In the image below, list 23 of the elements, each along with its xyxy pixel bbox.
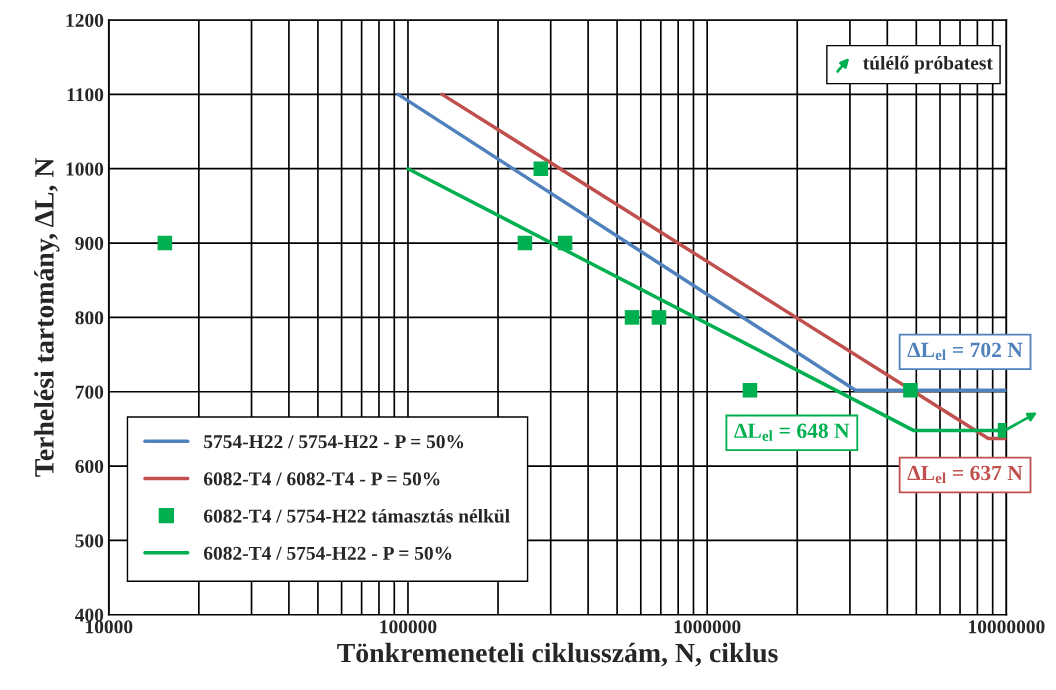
legend-label: 6082-T4 / 6082-T4 - P = 50% [203,472,440,486]
y-tick-label: 1000 [66,162,104,176]
x-axis-title: Tönkremeneteli ciklusszám, N, ciklus [337,642,778,667]
annotation: ΔL$_{el}$ = 637 N [907,465,1023,484]
legend-label: 6082-T4 / 5754-H22 - P = 50% [203,546,452,560]
x-tick-label: 10000000 [969,620,1045,634]
legend-label: 6082-T4 / 5754-H22 támasztás nélkül [203,508,510,523]
annotation: ΔL$_{el}$ = 648 N [734,423,850,441]
y-tick-label: 1100 [67,88,104,102]
y-tick-label: 700 [75,385,104,399]
y-tick-label: 600 [75,459,104,474]
y-axis-title: Terhelési tartomány, ΔL, N [34,157,60,477]
y-tick-label: 900 [75,236,104,250]
x-tick-label: 100000 [380,620,437,634]
x-tick-label: 10000 [86,620,133,634]
y-tick-label: 1200 [66,13,104,27]
y-tick-label: 400 [75,608,104,622]
x-tick-label: 1000000 [674,620,741,634]
y-tick-label: 500 [75,534,104,548]
annotation: ΔL$_{el}$ = 702 N [907,342,1023,361]
y-tick-label: 800 [75,311,104,325]
annotation: túlélő próbatest [863,55,993,74]
legend-label: 5754-H22 / 5754-H22 - P = 50% [204,435,464,449]
